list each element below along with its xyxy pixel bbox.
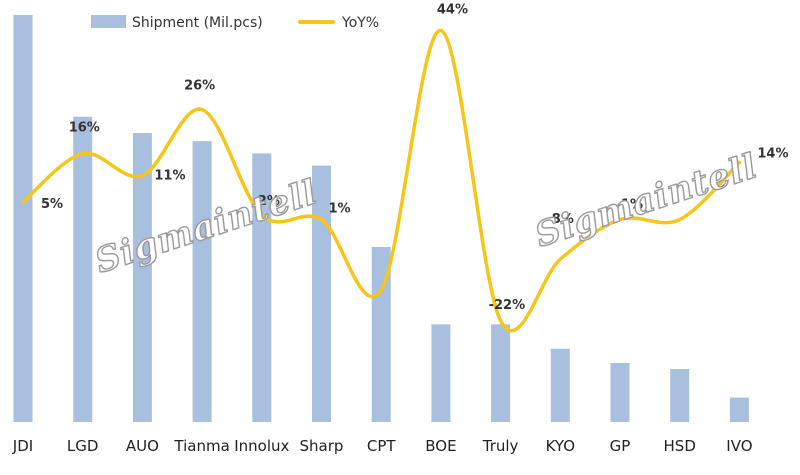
- yoy-label-truly: -22%: [489, 298, 526, 313]
- category-label-lgd: LGD: [67, 437, 99, 455]
- category-label-auo: AUO: [126, 437, 159, 455]
- category-label-tianma: Tianma: [173, 437, 229, 455]
- bar-auo: [132, 133, 152, 422]
- line-series: [21, 28, 742, 333]
- category-label-sharp: Sharp: [300, 437, 344, 455]
- yoy-label-auo: 11%: [154, 169, 185, 184]
- category-label-gp: GP: [610, 437, 631, 455]
- yoy-label-sharp: 1%: [329, 202, 351, 217]
- category-label-hsd: HSD: [664, 437, 696, 455]
- yoy-label-ivo: 14%: [757, 146, 788, 161]
- bar-kyo: [550, 348, 570, 422]
- watermark-right: Sigmaintell: [530, 146, 762, 255]
- yoy-label-tianma: 26%: [184, 79, 215, 94]
- category-label-innolux: Innolux: [234, 437, 289, 455]
- data-labels: 5% 16% 11% 26% 2% 1% 44% -22% -8% 1% 14%: [41, 2, 789, 312]
- bar-sharp: [312, 165, 331, 422]
- yoy-label-innolux: 2%: [258, 194, 280, 209]
- bar-tianma: [192, 141, 212, 423]
- yoy-label-kyo: -8%: [546, 212, 573, 227]
- yoy-label-gp: 1%: [621, 198, 643, 213]
- bar-hsd: [670, 369, 690, 422]
- bar-series: [13, 15, 749, 423]
- category-label-boe: BOE: [425, 437, 456, 455]
- bar-lgd: [73, 116, 93, 422]
- category-axis: JDI LGD AUO Tianma Innolux Sharp CPT BOE Truly KY…: [12, 437, 753, 455]
- yoy-label-lgd: 16%: [69, 121, 100, 136]
- category-label-truly: Truly: [482, 437, 519, 455]
- category-label-kyo: KYO: [546, 437, 575, 455]
- bar-gp: [610, 362, 630, 422]
- legend: Shipment (Mil.pcs) YoY%: [91, 15, 379, 31]
- legend-label-line: YoY%: [341, 15, 379, 31]
- category-label-jdi: JDI: [12, 437, 33, 455]
- yoy-label-boe: 44%: [437, 2, 468, 17]
- bar-boe: [431, 324, 451, 422]
- bar-jdi: [13, 15, 33, 422]
- legend-label-bar: Shipment (Mil.pcs): [132, 15, 263, 31]
- legend-swatch-bar: [91, 15, 126, 28]
- yoy-label-jdi: 5%: [41, 197, 63, 212]
- category-label-ivo: IVO: [726, 437, 752, 455]
- bar-ivo: [729, 397, 749, 422]
- bar-cpt: [371, 246, 391, 422]
- yoy-line: [21, 28, 742, 333]
- category-label-cpt: CPT: [367, 437, 397, 455]
- bar-truly: [491, 324, 511, 422]
